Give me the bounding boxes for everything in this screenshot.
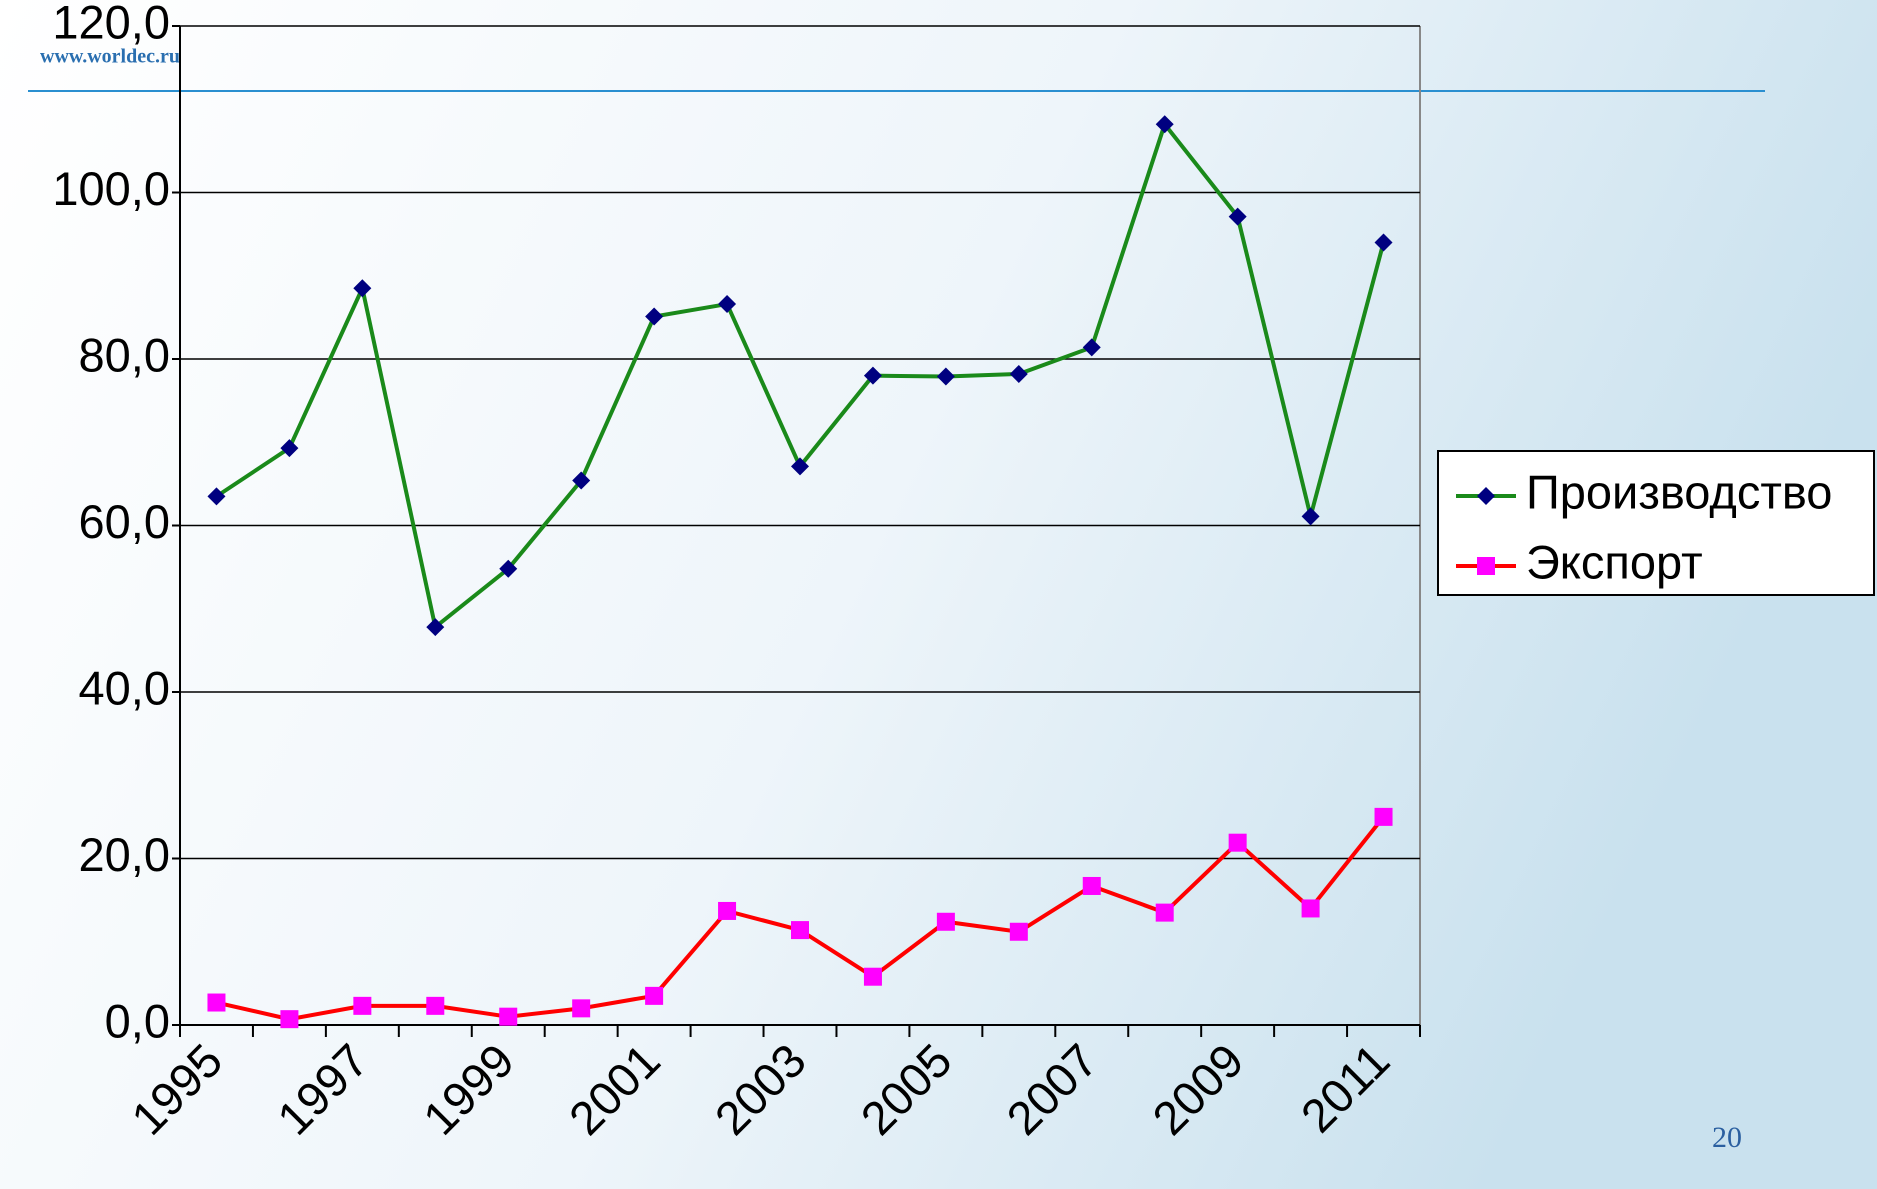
point-marker	[280, 1010, 298, 1028]
point-marker	[572, 999, 590, 1017]
page: www.worldec.ru 20 0,0 20,0 40,0 60,0 80,0 100…	[0, 0, 1877, 1189]
y-tick-label: 20,0	[79, 828, 170, 881]
point-marker	[207, 994, 225, 1012]
point-marker	[718, 902, 736, 920]
y-tick-label: 100,0	[52, 162, 170, 215]
point-marker	[1156, 904, 1174, 922]
point-marker	[1010, 923, 1028, 941]
legend-marker	[1477, 557, 1495, 575]
point-marker	[937, 913, 955, 931]
y-tick-label: 120,0	[52, 0, 170, 48]
point-marker	[791, 921, 809, 939]
point-marker	[1083, 877, 1101, 895]
point-marker	[1375, 808, 1393, 826]
chart: www.worldec.ru 20 0,0 20,0 40,0 60,0 80,0 100…	[0, 0, 1877, 1189]
point-marker	[1302, 899, 1320, 917]
y-tick-label: 80,0	[79, 328, 170, 381]
legend-label: Экспорт	[1526, 535, 1703, 588]
y-tick-label: 40,0	[79, 661, 170, 714]
point-marker	[645, 987, 663, 1005]
point-marker	[353, 997, 371, 1015]
y-tick-label: 0,0	[105, 994, 170, 1047]
page-number: 20	[1712, 1121, 1742, 1154]
y-tick-label: 60,0	[79, 495, 170, 548]
point-marker	[864, 968, 882, 986]
site-url: www.worldec.ru	[40, 46, 180, 68]
point-marker	[426, 997, 444, 1015]
point-marker	[1229, 834, 1247, 852]
legend-label: Производство	[1526, 465, 1832, 518]
point-marker	[499, 1008, 517, 1026]
